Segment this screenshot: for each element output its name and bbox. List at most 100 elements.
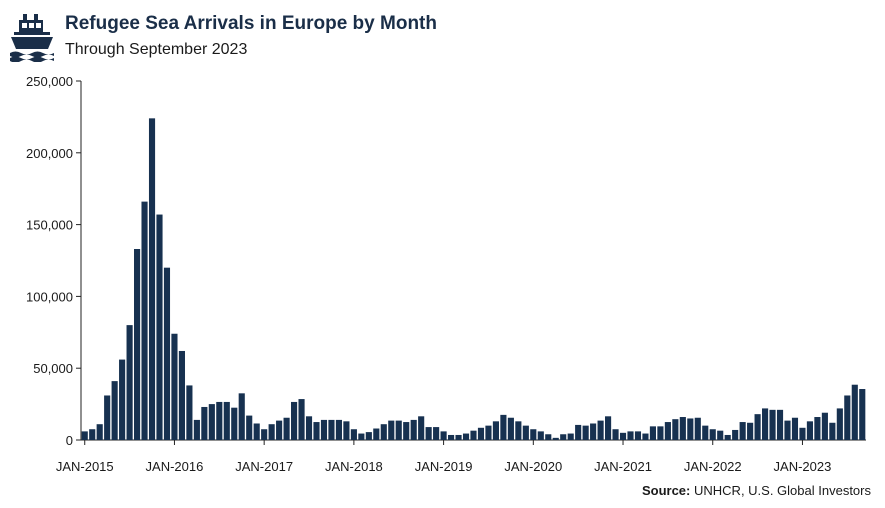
bar (358, 433, 365, 440)
bar (89, 429, 96, 440)
bar (380, 424, 387, 440)
bar (821, 412, 828, 440)
bar (238, 393, 245, 440)
bar (851, 384, 858, 440)
bar (754, 414, 761, 440)
bar (440, 431, 447, 440)
bar (111, 381, 118, 440)
bar (717, 430, 724, 440)
bar (829, 422, 836, 440)
bar (709, 429, 716, 440)
bar (485, 425, 492, 440)
bar (836, 408, 843, 440)
bar (283, 417, 290, 440)
bar (515, 421, 522, 440)
bar (313, 422, 320, 440)
bar (590, 423, 597, 440)
bar (410, 419, 417, 440)
bar (769, 409, 776, 440)
bar (395, 420, 402, 440)
bar (373, 428, 380, 440)
chart-subtitle: Through September 2023 (65, 41, 248, 58)
bar (418, 416, 425, 440)
bar (776, 409, 784, 440)
bar (619, 432, 627, 440)
x-tick-label: JAN-2016 (146, 459, 204, 474)
bar (328, 419, 335, 440)
bar (343, 421, 350, 440)
bar (694, 417, 701, 440)
bar (844, 395, 851, 440)
bar (201, 406, 208, 440)
bar (634, 431, 642, 440)
bar (193, 419, 200, 440)
bar (81, 431, 88, 440)
bar (350, 429, 357, 440)
bar (365, 432, 372, 440)
bar (134, 249, 141, 440)
x-tick-label: JAN-2023 (774, 459, 832, 474)
bar (522, 425, 529, 440)
x-tick-label: JAN-2019 (415, 459, 473, 474)
bar (649, 426, 656, 440)
bar (186, 385, 193, 440)
source-label: Source: (641, 483, 691, 498)
bar (530, 429, 537, 440)
bar (208, 404, 215, 440)
bar (702, 425, 709, 440)
bar (96, 424, 103, 440)
bar (500, 414, 507, 440)
bar (545, 434, 552, 440)
bar (298, 399, 305, 440)
bar (163, 267, 171, 440)
source-text: UNHCR, U.S. Global Investors (694, 483, 871, 498)
bar (305, 416, 313, 440)
x-tick-label: JAN-2015 (56, 459, 114, 474)
bar (104, 395, 111, 440)
bar (687, 418, 694, 440)
x-axis: JAN-2015 JAN-2016 JAN-2017 JAN-2018 JAN-2019… (56, 439, 866, 474)
bar (537, 431, 544, 440)
bar (216, 401, 223, 440)
bar (261, 429, 268, 440)
bar (762, 408, 769, 440)
bar (388, 420, 395, 440)
bar (806, 421, 813, 440)
bar (679, 417, 686, 440)
bar (246, 415, 253, 440)
bar (455, 434, 462, 440)
bar (747, 422, 754, 440)
bar (492, 421, 499, 440)
bar (605, 416, 612, 440)
bar (477, 427, 485, 440)
bar (148, 118, 156, 440)
bar (231, 407, 238, 440)
bar (276, 420, 283, 440)
x-tick-label: JAN-2018 (325, 459, 383, 474)
bar (567, 433, 574, 440)
bar (470, 430, 477, 440)
y-tick-label: 150,000 (26, 218, 73, 233)
bar (171, 333, 178, 440)
bar (320, 419, 328, 440)
bar (425, 427, 432, 440)
bar (739, 422, 746, 440)
bar (448, 434, 455, 440)
bar (552, 437, 559, 440)
bar (664, 422, 671, 440)
bar (119, 359, 126, 440)
y-axis: 0 50,000 100,000 150,000 200,000 250,000 (26, 74, 82, 448)
y-tick-label: 250,000 (26, 74, 73, 89)
bar (799, 427, 806, 440)
bar (335, 419, 342, 440)
bar (612, 429, 619, 440)
bar (253, 423, 260, 440)
chart-title: Refugee Sea Arrivals in Europe by Month (65, 13, 437, 34)
bar (627, 431, 634, 440)
bar (141, 201, 148, 440)
bar (732, 429, 739, 440)
bar (814, 417, 821, 440)
bar (223, 401, 230, 440)
bar (156, 214, 163, 440)
x-tick-label: JAN-2021 (594, 459, 652, 474)
